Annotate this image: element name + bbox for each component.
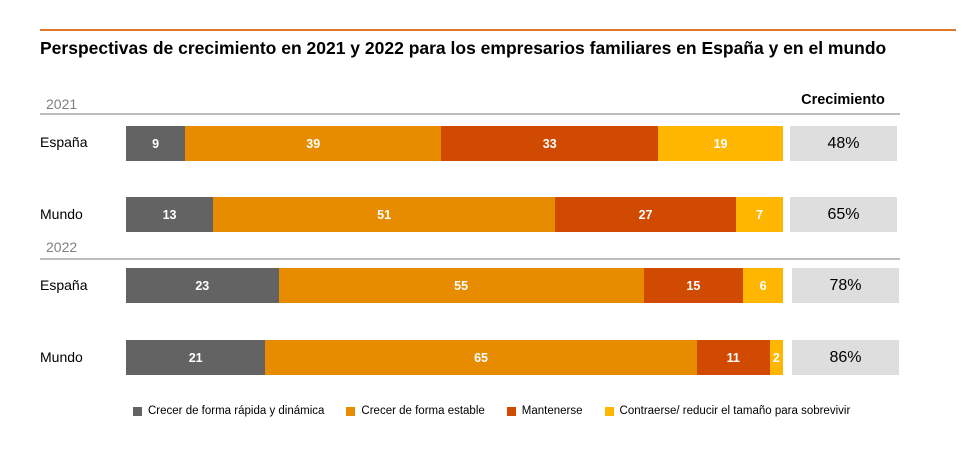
legend-item-estable: Crecer de forma estable [346,405,485,417]
bar-2022-mundo-segment-mantenerse: 11 [696,340,770,375]
group-separator-2021 [40,113,900,115]
bar-2021-espana-value-rapida: 9 [152,136,160,151]
bar-2022-espana-segment-rapida: 23 [126,268,279,303]
growth-box-2021-mundo: 65% [790,197,897,232]
bar-2022-mundo-segment-contraerse: 2 [769,340,783,375]
legend-label-rapida: Crecer de forma rápida y dinámica [148,405,325,417]
legend-item-rapida: Crecer de forma rápida y dinámica [133,405,324,417]
bar-2021-mundo-segment-mantenerse: 27 [555,197,737,232]
bar-2021-espana: 9 39 33 19 [126,126,783,161]
bar-2022-mundo-segment-estable: 65 [265,340,697,375]
row-label-2022-espana: España [40,277,88,293]
growth-header: Crecimiento [801,92,885,108]
group-separator-2022 [40,258,900,260]
bar-2021-espana-segment-rapida: 9 [126,126,186,161]
bar-2021-espana-value-mantenerse: 33 [542,136,557,151]
bar-2022-mundo-value-mantenerse: 11 [726,350,740,365]
growth-box-2021-espana: 48% [790,126,897,161]
growth-box-2022-espana: 78% [792,268,899,303]
row-label-2021-espana: España [40,134,88,150]
bar-2022-espana-value-mantenerse: 15 [686,278,701,293]
title-accent-line [40,29,956,31]
bar-2022-mundo-value-rapida: 21 [188,350,203,365]
legend: Crecer de forma rápida y dinámica Crecer… [133,405,872,417]
bar-2021-espana-value-contraerse: 19 [713,136,728,151]
legend-item-mantenerse: Mantenerse [506,405,583,417]
legend-label-mantenerse: Mantenerse [521,405,583,417]
bar-2021-mundo-value-contraerse: 7 [756,207,763,222]
bar-2022-mundo: 21 65 11 2 [126,340,783,375]
bar-2022-mundo-value-estable: 65 [474,350,488,365]
bar-2022-espana-segment-contraerse: 6 [743,268,783,303]
bar-2021-espana-segment-mantenerse: 33 [441,126,659,161]
bar-2022-mundo-segment-rapida: 21 [126,340,266,375]
legend-swatch-contraerse [604,406,614,416]
bar-2022-espana: 23 55 15 6 [126,268,783,303]
legend-swatch-rapida [133,406,142,416]
bar-2021-mundo-segment-contraerse: 7 [736,197,783,232]
bar-2022-espana-segment-estable: 55 [278,268,644,303]
bar-2022-mundo-value-contraerse: 2 [772,350,780,365]
year-label-2021: 2021 [46,96,78,112]
chart-title: Perspectivas de crecimiento en 2021 y 20… [40,38,887,58]
legend-item-contraerse: Contraerse/ reducir el tamaño para sobre… [604,405,851,417]
bar-2022-espana-value-estable: 55 [454,278,469,293]
bar-2021-mundo-segment-rapida: 13 [126,197,214,232]
bar-2022-espana-value-contraerse: 6 [759,278,767,293]
bar-2021-mundo-value-estable: 51 [377,207,392,222]
growth-box-2022-mundo: 86% [792,340,899,375]
row-label-2022-mundo: Mundo [40,349,83,365]
bar-2021-mundo-segment-estable: 51 [213,197,556,232]
legend-label-estable: Crecer de forma estable [361,405,485,417]
legend-swatch-mantenerse [506,406,516,416]
bar-2022-espana-value-rapida: 23 [195,278,210,293]
legend-label-contraerse: Contraerse/ reducir el tamaño para sobre… [619,405,851,417]
bar-2022-espana-segment-mantenerse: 15 [643,268,744,303]
bar-2021-espana-segment-contraerse: 19 [658,126,783,161]
legend-swatch-estable [346,406,356,416]
row-label-2021-mundo: Mundo [40,206,83,222]
year-label-2022: 2022 [46,239,78,255]
bar-2021-espana-segment-estable: 39 [185,126,442,161]
bar-2021-espana-value-estable: 39 [306,136,321,151]
bar-2021-mundo: 13 51 27 7 [126,197,783,232]
bar-2021-mundo-value-mantenerse: 27 [638,207,653,222]
bar-2021-mundo-value-rapida: 13 [162,207,177,222]
